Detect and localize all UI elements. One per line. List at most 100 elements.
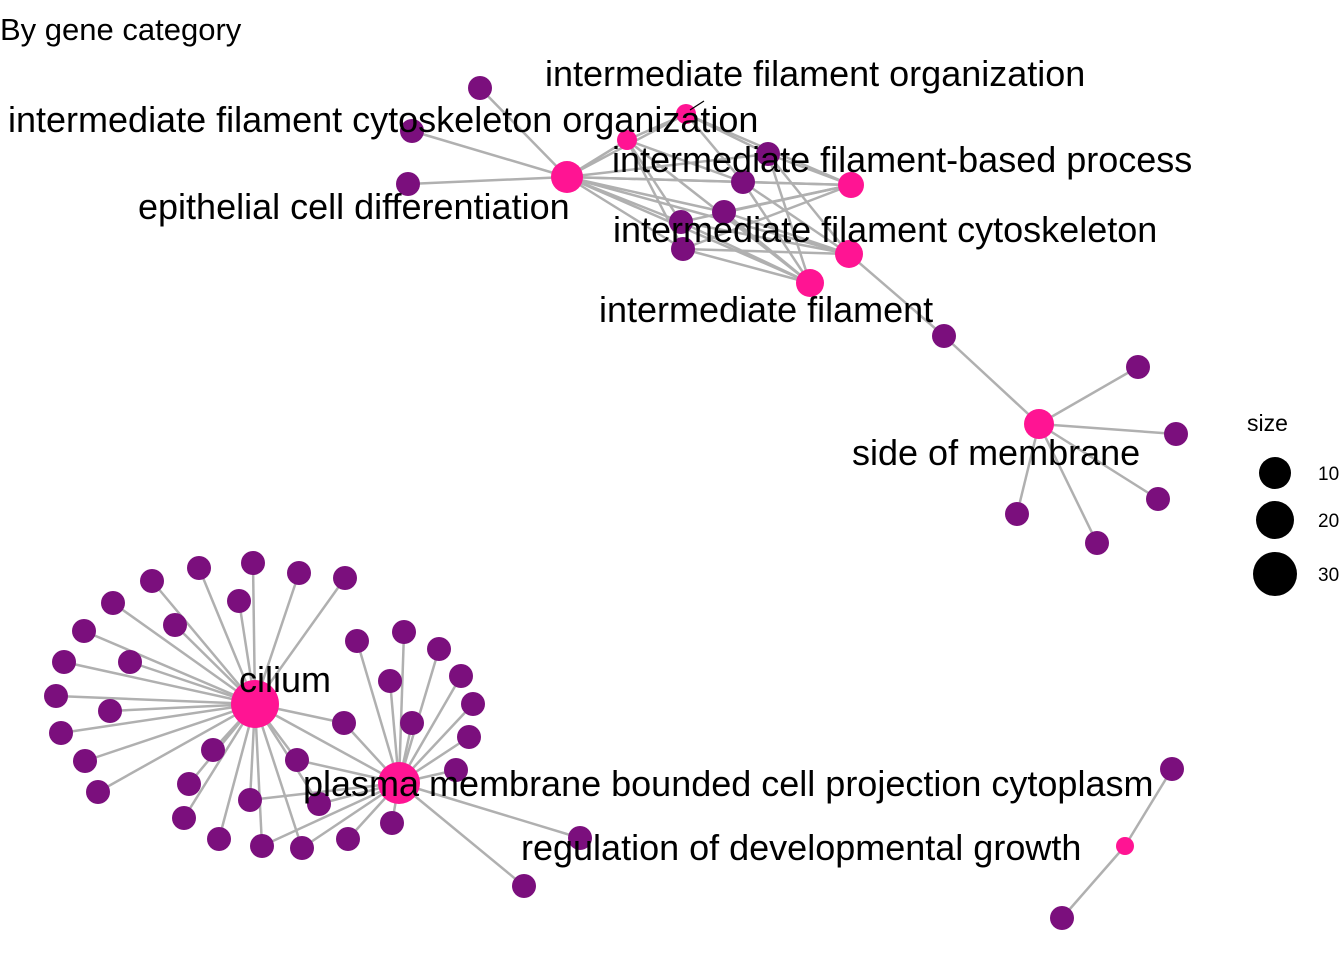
gene-node xyxy=(332,711,356,735)
category-node-rdg xyxy=(1116,837,1134,855)
network-edge xyxy=(682,247,850,256)
category-label-if_cyto_org: intermediate filament cytoskeleton organ… xyxy=(8,99,758,140)
network-edge xyxy=(741,181,812,284)
network-edge xyxy=(1038,422,1177,436)
network-edge xyxy=(109,702,256,713)
gene-node xyxy=(290,836,314,860)
gene-node xyxy=(140,569,164,593)
gene-node xyxy=(568,826,592,850)
category-node-if_cyto xyxy=(835,240,863,268)
network-edge xyxy=(626,112,687,142)
gene-node xyxy=(669,210,693,234)
gene-node xyxy=(468,76,492,100)
network-edge xyxy=(197,567,257,705)
category-label-pmbcpc: plasma membrane bounded cell projection … xyxy=(303,763,1153,804)
network-edge xyxy=(97,702,256,794)
network-edge xyxy=(682,247,811,285)
category-node-side xyxy=(1024,409,1054,439)
gene-node xyxy=(1146,487,1170,511)
network-edge xyxy=(63,660,256,706)
gene-node xyxy=(333,566,357,590)
gene-node xyxy=(1164,422,1188,446)
legend-size-label: 20 xyxy=(1318,511,1339,532)
gene-node xyxy=(378,669,402,693)
category-node-cilium xyxy=(231,680,279,728)
network-edge xyxy=(407,175,568,186)
gene-node xyxy=(512,874,536,898)
gene-node xyxy=(671,237,695,261)
gene-node xyxy=(86,780,110,804)
plot-title: By gene category xyxy=(0,12,242,47)
gene-node xyxy=(336,827,360,851)
network-edge xyxy=(112,601,256,706)
legend-size-swatch xyxy=(1253,552,1297,596)
network-edge xyxy=(1037,423,1099,544)
network-edge xyxy=(680,220,811,285)
network-edge xyxy=(60,702,256,735)
network-edge xyxy=(55,694,256,706)
gene-node xyxy=(118,650,142,674)
network-edge xyxy=(723,210,850,256)
category-label-if_cyto: intermediate filament cytoskeleton xyxy=(613,209,1157,250)
category-label-cilium: cilium xyxy=(239,659,331,700)
gene-node xyxy=(400,711,424,735)
gene-node xyxy=(756,142,780,166)
network-edge xyxy=(767,153,850,255)
gene-node xyxy=(1160,757,1184,781)
category-node-if_fil xyxy=(796,269,824,297)
category-node-if_based xyxy=(838,172,864,198)
node-layer xyxy=(44,76,1188,930)
network-edge xyxy=(1038,365,1139,426)
network-edge xyxy=(397,631,406,784)
gene-node xyxy=(101,591,125,615)
network-edge xyxy=(767,152,852,187)
network-edge xyxy=(479,87,568,178)
network-edge xyxy=(680,220,850,256)
category-label-epi: epithelial cell differentiation xyxy=(138,186,570,227)
network-edge xyxy=(254,702,400,785)
network-edge xyxy=(943,335,1040,425)
gene-node xyxy=(44,684,68,708)
network-edge xyxy=(249,781,400,802)
gene-node xyxy=(461,692,485,716)
network-edge xyxy=(1015,423,1041,515)
gene-node xyxy=(427,637,451,661)
gene-node xyxy=(177,772,201,796)
network-edge xyxy=(398,781,581,840)
gene-node xyxy=(49,721,73,745)
network-edge xyxy=(566,175,725,214)
network-edge xyxy=(848,253,945,337)
category-label-if_org: intermediate filament organization xyxy=(545,53,1085,94)
gene-node xyxy=(201,738,225,762)
network-edge xyxy=(253,703,304,849)
gene-node xyxy=(380,811,404,835)
network-edge xyxy=(723,211,811,284)
gene-node xyxy=(396,172,420,196)
gene-node xyxy=(1126,355,1150,379)
legend-size-swatch xyxy=(1259,457,1291,489)
gene-node xyxy=(1085,531,1109,555)
gene-node xyxy=(345,629,369,653)
category-label-if_based: intermediate filament-based process xyxy=(612,139,1192,180)
network-edge xyxy=(625,139,683,223)
gene-node xyxy=(73,749,97,773)
gene-node xyxy=(712,200,736,224)
network-edge xyxy=(398,782,525,887)
gene-node xyxy=(72,619,96,643)
gene-node xyxy=(731,170,755,194)
gene-node xyxy=(400,119,424,143)
legend-title: size xyxy=(1247,410,1288,436)
gene-node xyxy=(307,792,331,816)
gene-node xyxy=(444,758,468,782)
category-node-epi xyxy=(551,161,583,193)
category-label-if_fil: intermediate filament xyxy=(599,289,933,330)
network-edge xyxy=(84,702,256,763)
network-edge xyxy=(151,580,256,705)
gene-node xyxy=(392,620,416,644)
network-edge xyxy=(685,113,744,183)
network-edge xyxy=(1038,422,1159,501)
network-edge xyxy=(83,629,256,706)
network-edge xyxy=(742,180,852,187)
network-edge xyxy=(1123,768,1174,847)
